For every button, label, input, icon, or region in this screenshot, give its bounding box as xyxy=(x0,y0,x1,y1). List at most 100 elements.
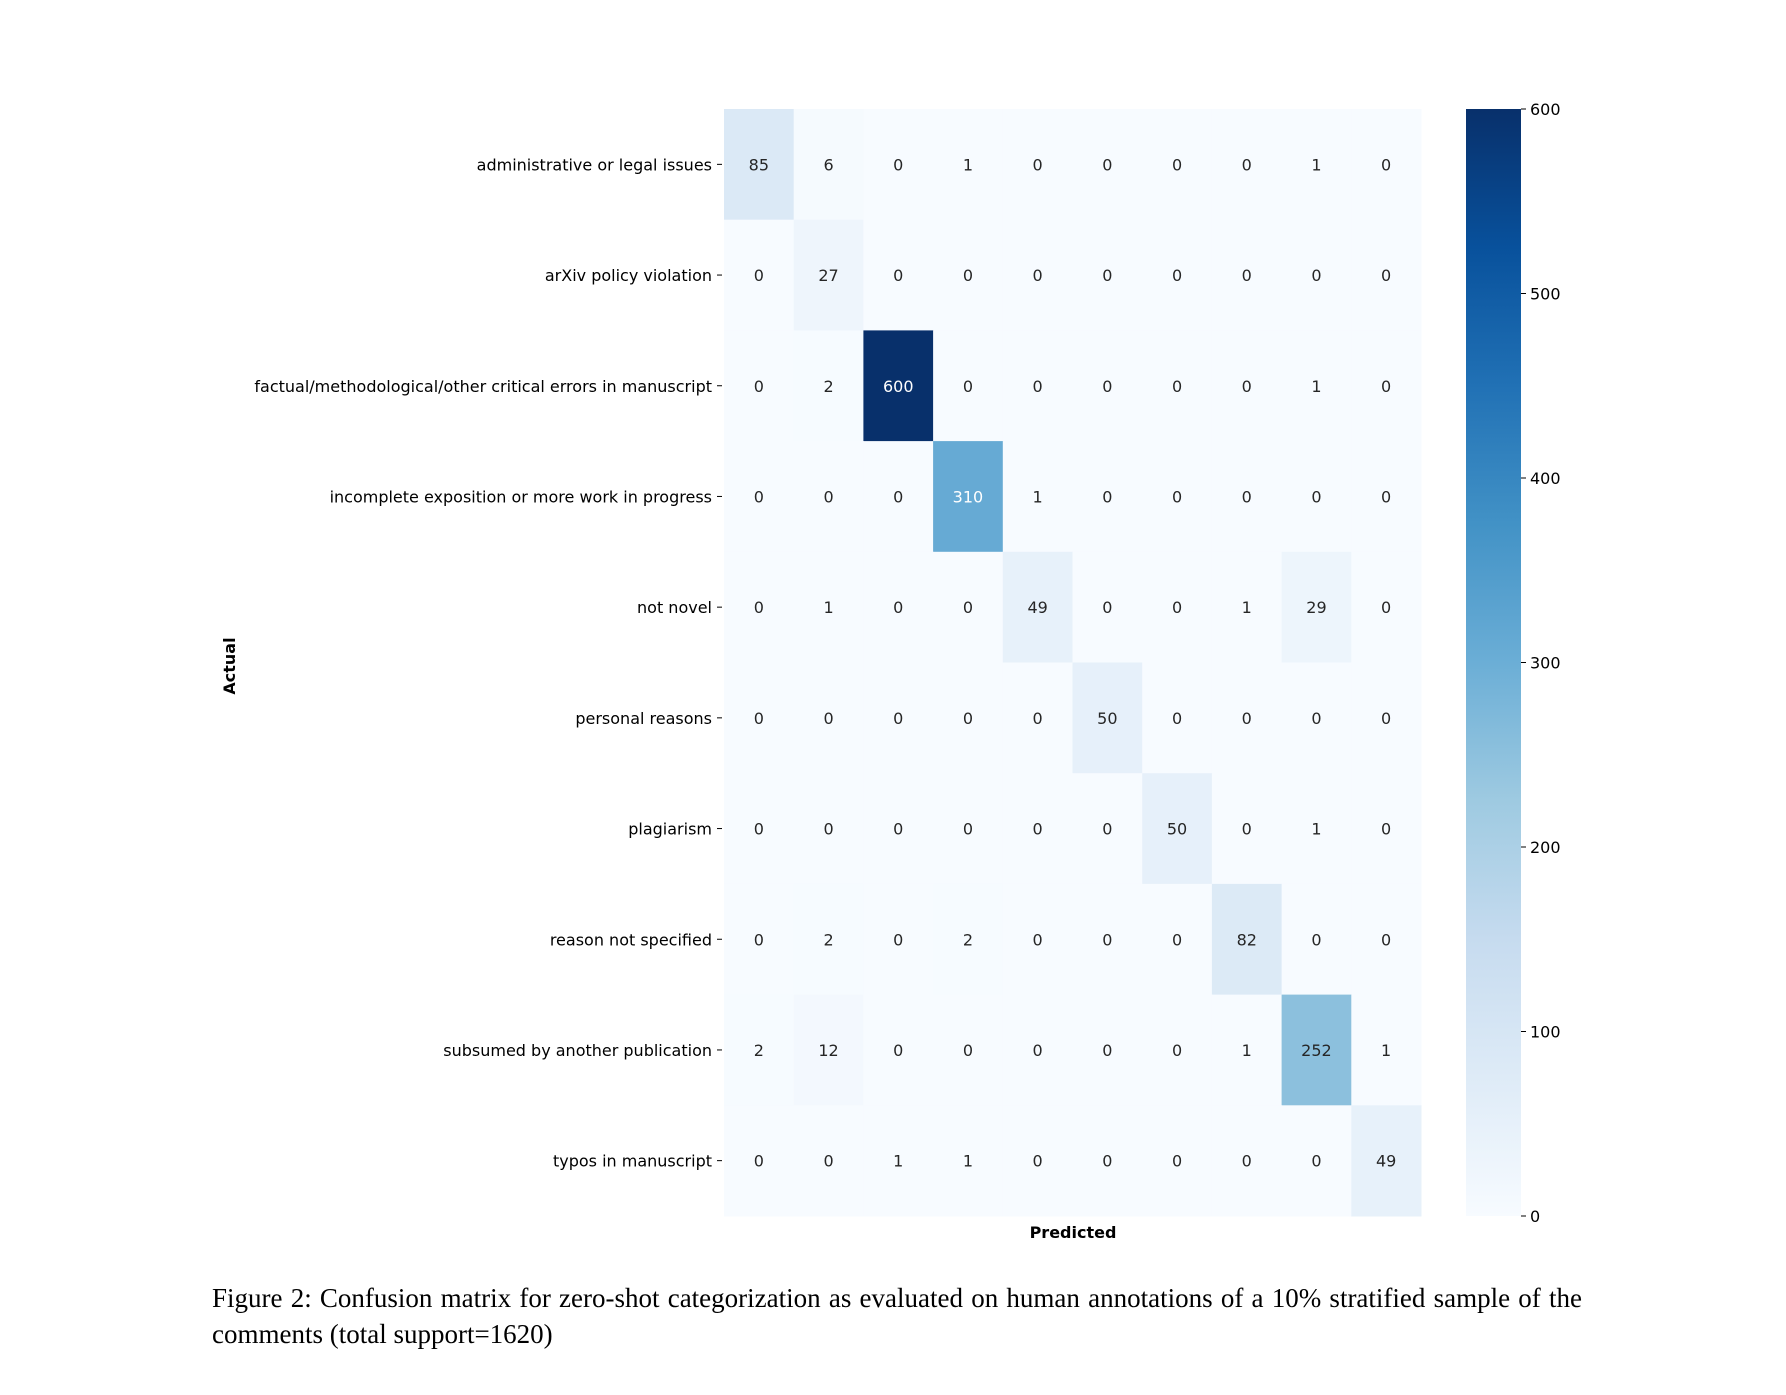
heatmap-cell xyxy=(1002,219,1073,331)
heatmap-cell xyxy=(793,773,864,885)
heatmap-cell xyxy=(1211,883,1283,996)
cell-value-label: 1 xyxy=(1311,377,1321,396)
heatmap-cell xyxy=(1351,883,1422,996)
cell-value-label: 0 xyxy=(1102,598,1112,617)
cell-value-label: 1 xyxy=(1381,1041,1391,1060)
cell-value-label: 0 xyxy=(1381,377,1391,396)
heatmap-cell xyxy=(1281,883,1352,996)
cell-value-label: 0 xyxy=(754,598,764,617)
heatmap-cell xyxy=(863,1105,934,1217)
heatmap-cell xyxy=(1351,441,1422,553)
heatmap-cell xyxy=(1351,330,1422,442)
heatmap-cell xyxy=(863,330,934,442)
heatmap-cell xyxy=(1072,219,1143,331)
heatmap-cell xyxy=(933,773,1004,885)
cell-value-label: 0 xyxy=(963,598,973,617)
row-label: arXiv policy violation xyxy=(545,266,712,285)
heatmap-cell xyxy=(1281,441,1352,553)
cell-value-label: 0 xyxy=(1311,487,1321,506)
heatmap-cell xyxy=(1002,551,1073,663)
cell-value-label: 0 xyxy=(754,820,764,839)
cell-value-label: 0 xyxy=(1172,1152,1182,1171)
heatmap-cell xyxy=(793,219,864,331)
heatmap-cell xyxy=(1211,1105,1283,1217)
heatmap-cell xyxy=(933,883,1004,996)
x-axis-label: Predicted xyxy=(1030,1223,1117,1242)
heatmap-cell xyxy=(724,551,795,663)
heatmap-cell xyxy=(1002,662,1073,774)
heatmap-cell xyxy=(863,441,934,553)
colorbar-tick-label: 0 xyxy=(1530,1207,1540,1226)
cell-value-label: 0 xyxy=(1381,709,1391,728)
heatmap-cell xyxy=(1351,1105,1422,1217)
row-label: not novel xyxy=(637,598,712,617)
heatmap-cell xyxy=(1002,109,1073,221)
cell-value-label: 0 xyxy=(1311,266,1321,285)
cell-value-label: 0 xyxy=(754,266,764,285)
heatmap-cell xyxy=(1211,330,1283,442)
cell-value-label: 0 xyxy=(1033,1152,1043,1171)
cell-value-label: 0 xyxy=(1242,709,1252,728)
cell-value-label: 29 xyxy=(1306,598,1326,617)
cell-value-label: 49 xyxy=(1376,1152,1396,1171)
heatmap-cell xyxy=(1072,551,1143,663)
row-label: factual/methodological/other critical er… xyxy=(254,377,712,396)
heatmap-cell xyxy=(793,1105,864,1217)
cell-value-label: 0 xyxy=(893,1041,903,1060)
heatmap-cell xyxy=(793,109,864,221)
cell-value-label: 0 xyxy=(1102,820,1112,839)
cell-value-label: 0 xyxy=(1172,930,1182,949)
cell-value-label: 1 xyxy=(893,1152,903,1171)
cell-value-label: 50 xyxy=(1167,820,1187,839)
cell-value-label: 0 xyxy=(1102,487,1112,506)
cell-value-label: 0 xyxy=(963,266,973,285)
heatmap-cell xyxy=(863,109,934,221)
heatmap-cell xyxy=(1281,994,1352,1106)
heatmap-cell xyxy=(933,662,1004,774)
heatmap-cell xyxy=(1142,883,1213,996)
cell-value-label: 0 xyxy=(1172,155,1182,174)
cell-value-label: 1 xyxy=(1033,487,1043,506)
cell-value-label: 0 xyxy=(1172,709,1182,728)
cell-value-label: 0 xyxy=(893,709,903,728)
heatmap-cell xyxy=(1072,441,1143,553)
cell-value-label: 0 xyxy=(1172,487,1182,506)
cell-value-label: 252 xyxy=(1301,1041,1332,1060)
cell-value-label: 0 xyxy=(893,487,903,506)
heatmap-cell xyxy=(1002,773,1073,885)
cell-value-label: 0 xyxy=(1172,266,1182,285)
heatmap-cell xyxy=(793,994,864,1106)
heatmap-cell xyxy=(1281,219,1352,331)
cell-value-label: 0 xyxy=(823,820,833,839)
heatmap-cell xyxy=(724,441,795,553)
cell-value-label: 50 xyxy=(1097,709,1117,728)
heatmap-cell xyxy=(863,773,934,885)
cell-value-label: 0 xyxy=(1311,709,1321,728)
heatmap-cell xyxy=(793,441,864,553)
cell-value-label: 2 xyxy=(823,930,833,949)
heatmap-cell xyxy=(793,330,864,442)
cell-value-label: 0 xyxy=(1102,1041,1112,1060)
cell-value-label: 0 xyxy=(1242,1152,1252,1171)
cell-value-label: 0 xyxy=(823,1152,833,1171)
cell-value-label: 0 xyxy=(893,598,903,617)
heatmap-cell xyxy=(793,883,864,996)
cell-value-label: 0 xyxy=(1033,1041,1043,1060)
cell-value-label: 0 xyxy=(823,709,833,728)
heatmap-cell xyxy=(1351,994,1422,1106)
heatmap-cell xyxy=(1281,551,1352,663)
heatmap-cell xyxy=(1142,994,1213,1106)
heatmap-cell xyxy=(1211,773,1283,885)
cell-value-label: 0 xyxy=(754,487,764,506)
cell-value-label: 0 xyxy=(1381,487,1391,506)
heatmap-cell xyxy=(863,994,934,1106)
heatmap-cell xyxy=(1211,662,1283,774)
cell-value-label: 0 xyxy=(1033,377,1043,396)
heatmap-cell xyxy=(1002,441,1073,553)
cell-value-label: 0 xyxy=(1242,377,1252,396)
heatmap-cell xyxy=(793,551,864,663)
cell-value-label: 2 xyxy=(754,1041,764,1060)
heatmap-cell xyxy=(1142,551,1213,663)
heatmap-cell xyxy=(724,109,795,221)
cell-value-label: 0 xyxy=(754,709,764,728)
